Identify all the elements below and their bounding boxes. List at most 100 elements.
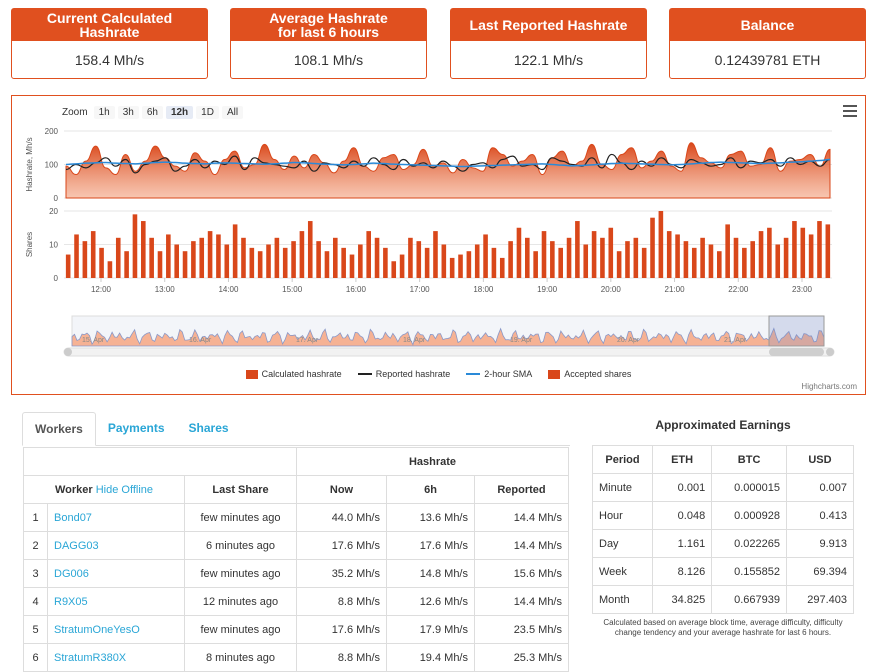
hide-offline-link[interactable]: Hide Offline	[95, 483, 154, 496]
navigator-selection	[768, 315, 825, 347]
shares-bar	[441, 244, 447, 278]
now-cell: 17.6 Mh/s	[296, 531, 387, 560]
reported-cell: 14.4 Mh/s	[474, 503, 569, 532]
period-cell: Minute	[592, 473, 653, 502]
shares-bar	[666, 231, 672, 278]
shares-bar	[82, 241, 88, 278]
shares-bar	[299, 231, 305, 278]
shares-bar	[65, 254, 71, 278]
shares-bar	[633, 237, 639, 278]
eth-cell: 34.825	[651, 585, 713, 614]
legend-reported-hashrate[interactable]: Reported hashrate	[357, 369, 450, 379]
shares-bar	[149, 237, 154, 278]
tab-payments[interactable]: Payments	[107, 421, 165, 435]
chart-menu-icon[interactable]	[843, 105, 857, 117]
legend-sma[interactable]: 2-hour SMA	[466, 369, 532, 379]
row-number: 5	[23, 615, 48, 644]
shares-bar	[216, 234, 221, 278]
card-value: 122.1 Mh/s	[513, 52, 584, 68]
x-tick-label: 12:00	[91, 285, 112, 294]
shares-bar	[74, 234, 79, 278]
row-number: 1	[23, 503, 48, 532]
legend-calculated-hashrate[interactable]: Calculated hashrate	[245, 369, 342, 379]
shares-bar	[241, 237, 246, 278]
shares-bar	[282, 247, 288, 278]
shares-bar	[691, 247, 697, 278]
shares-bar	[641, 247, 647, 278]
worker-link[interactable]: DAGG03	[47, 531, 185, 560]
shares-bar	[333, 237, 338, 278]
zoom-selector: Zoom 1h 3h 6h 12h 1D All	[62, 106, 246, 119]
shares-bar	[141, 221, 146, 278]
earnings-row: Hour 0.048 0.000928 0.413	[592, 501, 855, 530]
worker-link[interactable]: DG006	[47, 559, 185, 588]
shares-bar	[408, 237, 413, 278]
shares-bar	[483, 234, 488, 278]
zoom-label: Zoom	[62, 107, 88, 118]
shares-bar	[658, 211, 664, 278]
tab-shares[interactable]: Shares	[188, 421, 229, 435]
zoom-1d-button[interactable]: 1D	[196, 106, 219, 119]
card-title: Average Hashrate for last 6 hours	[231, 9, 426, 41]
card-value: 108.1 Mh/s	[293, 52, 364, 68]
last-share-cell: few minutes ago	[184, 503, 297, 532]
shares-bar	[349, 254, 355, 278]
h6-cell: 19.4 Mh/s	[386, 643, 475, 672]
shares-bar	[99, 247, 104, 278]
navigator-date-label: 16. Apr	[189, 337, 212, 344]
shares-bar	[166, 234, 171, 278]
worker-link[interactable]: Bond07	[47, 503, 185, 532]
eth-header: ETH	[651, 445, 713, 474]
navigator-date-label: 19. Apr	[510, 337, 533, 344]
worker-link[interactable]: StratumR380X	[47, 643, 185, 672]
now-cell: 8.8 Mh/s	[296, 587, 387, 616]
period-cell: Month	[592, 585, 653, 614]
legend-accepted-shares[interactable]: Accepted shares	[548, 369, 631, 379]
btc-cell: 0.000928	[711, 501, 787, 530]
last-share-cell: few minutes ago	[184, 615, 297, 644]
x-tick-label: 21:00	[665, 285, 686, 294]
shares-bar	[792, 221, 797, 278]
header-spacer	[23, 447, 297, 476]
shares-bar	[600, 237, 605, 278]
btc-cell: 0.155852	[711, 557, 787, 586]
navigator-scrollbar	[63, 347, 835, 357]
shares-tick-label: 10	[49, 241, 58, 250]
shares-bar	[783, 237, 789, 278]
shares-bar	[591, 231, 597, 278]
x-tick-label: 16:00	[346, 285, 367, 294]
shares-bar	[541, 231, 547, 278]
legend-label: Accepted shares	[564, 369, 632, 379]
tab-workers[interactable]: Workers	[22, 412, 96, 446]
card-current-hashrate: Current Calculated Hashrate 158.4 Mh/s	[11, 8, 208, 79]
chart-credit[interactable]: Highcharts.com	[801, 382, 857, 391]
x-tick-label: 22:00	[728, 285, 749, 294]
reported-cell: 15.6 Mh/s	[474, 559, 569, 588]
shares-bar	[508, 241, 513, 278]
scroll-right-arrow-icon	[826, 348, 834, 356]
h6-cell: 13.6 Mh/s	[386, 503, 475, 532]
shares-bar	[608, 227, 614, 278]
last-share-cell: 12 minutes ago	[184, 587, 297, 616]
card-title: Last Reported Hashrate	[451, 9, 646, 41]
table-row: 2 DAGG03 6 minutes ago 17.6 Mh/s 17.6 Mh…	[23, 531, 569, 560]
shares-bar	[90, 231, 96, 278]
zoom-all-button[interactable]: All	[221, 106, 244, 119]
shares-bar	[533, 251, 538, 278]
shares-bar	[491, 247, 497, 278]
zoom-6h-button[interactable]: 6h	[141, 106, 163, 119]
zoom-1h-button[interactable]: 1h	[93, 106, 115, 119]
calculated-swatch-icon	[245, 369, 258, 379]
shares-bar	[249, 247, 255, 278]
shares-bar	[775, 244, 781, 278]
shares-bar	[324, 251, 330, 278]
row-number: 4	[23, 587, 48, 616]
zoom-12h-button[interactable]: 12h	[165, 106, 194, 119]
worker-link[interactable]: R9X05	[47, 587, 185, 616]
worker-link[interactable]: StratumOneYesO	[47, 615, 185, 644]
shares-bar	[499, 257, 505, 278]
zoom-3h-button[interactable]: 3h	[117, 106, 139, 119]
shares-bar	[800, 227, 806, 278]
navigator-date-label: 18. Apr	[403, 337, 426, 344]
shares-bar	[107, 261, 113, 278]
